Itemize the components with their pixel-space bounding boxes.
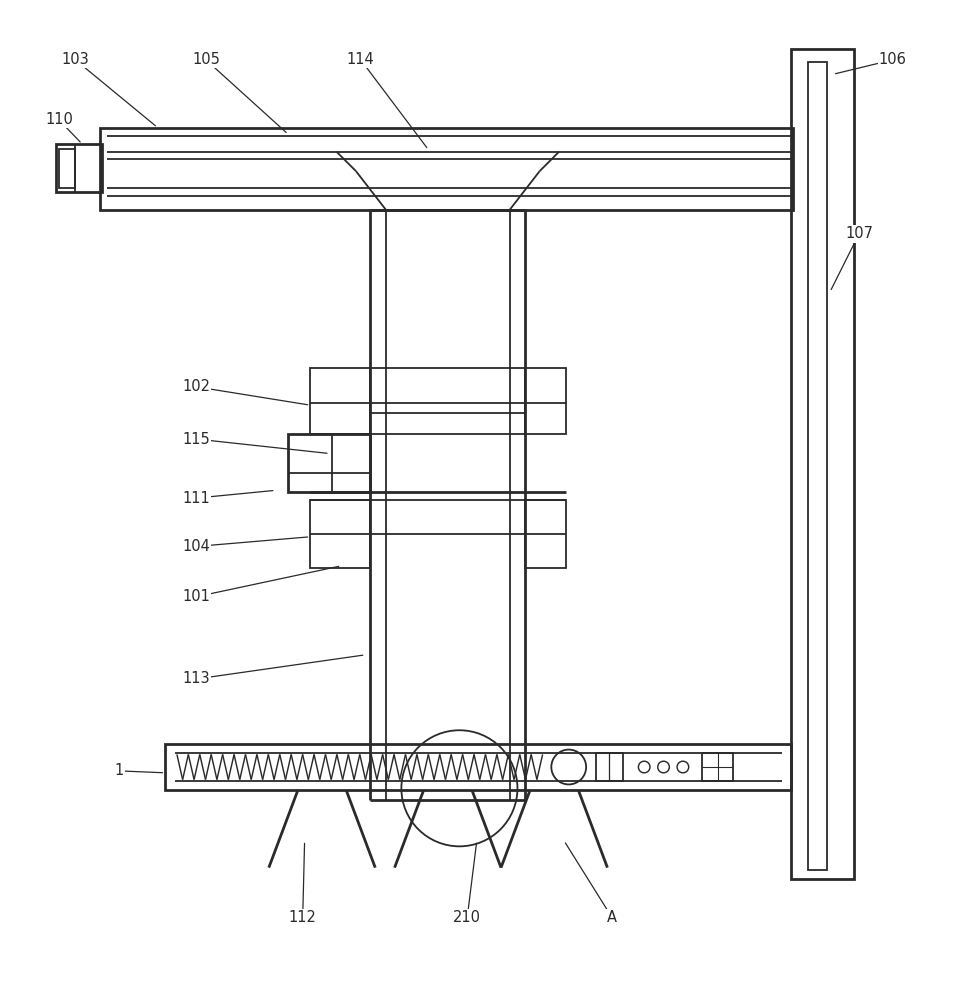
Text: 1: 1 — [114, 763, 124, 778]
Text: 114: 114 — [346, 52, 375, 67]
Text: 115: 115 — [182, 432, 210, 447]
Bar — [371, 368, 525, 434]
Text: 113: 113 — [183, 671, 210, 686]
Bar — [56, 144, 102, 192]
Text: 103: 103 — [61, 52, 90, 67]
Text: 210: 210 — [453, 910, 482, 925]
Text: A: A — [607, 910, 617, 925]
Text: 111: 111 — [182, 491, 210, 506]
Bar — [288, 434, 371, 492]
Text: 104: 104 — [182, 539, 210, 554]
Text: 101: 101 — [182, 589, 210, 604]
Bar — [525, 368, 566, 434]
Bar — [59, 149, 75, 188]
Text: 106: 106 — [879, 52, 907, 67]
Bar — [99, 128, 793, 210]
Bar — [703, 753, 734, 781]
Bar — [310, 368, 371, 434]
Text: 102: 102 — [182, 379, 210, 394]
Text: 107: 107 — [845, 226, 873, 241]
Text: 112: 112 — [289, 910, 316, 925]
Bar — [310, 500, 371, 568]
Bar — [165, 744, 791, 790]
Bar — [525, 500, 566, 568]
Text: 105: 105 — [192, 52, 220, 67]
Bar — [791, 49, 854, 879]
Bar — [595, 753, 623, 781]
Text: 110: 110 — [45, 112, 73, 127]
Bar — [808, 62, 827, 870]
